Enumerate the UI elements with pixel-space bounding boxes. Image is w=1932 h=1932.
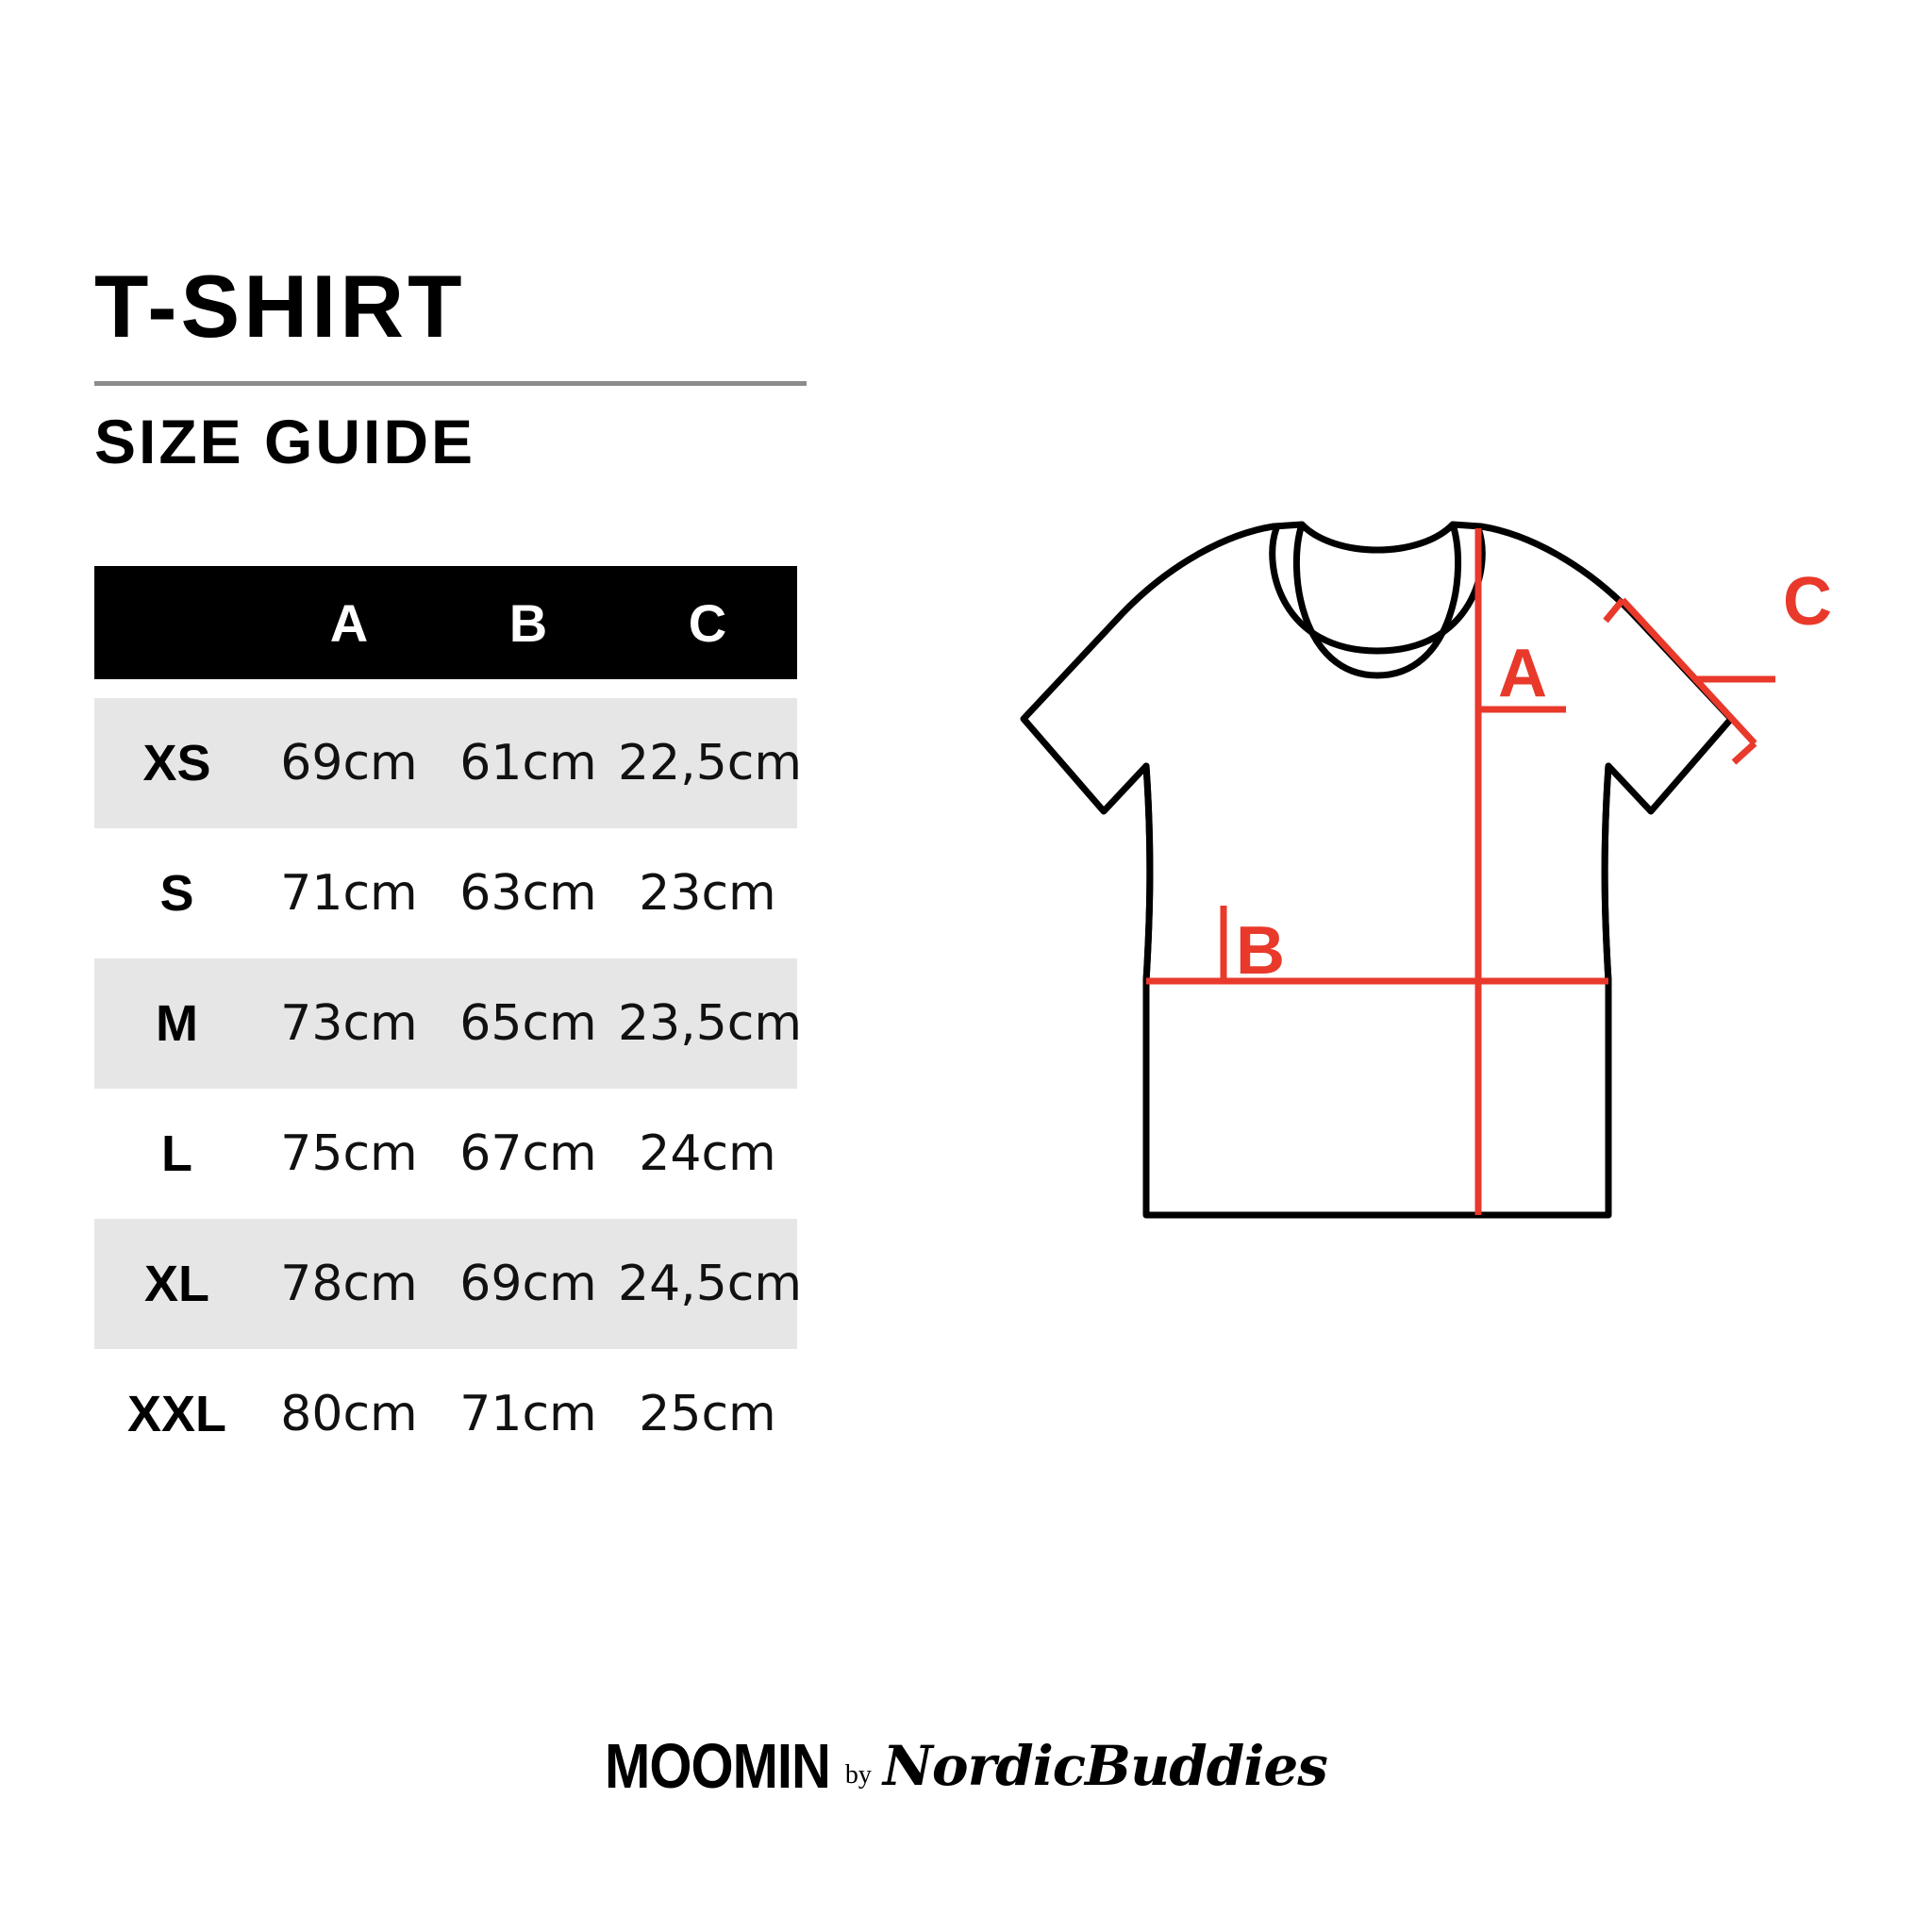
measure-cap-c-end (1731, 741, 1757, 765)
spacer-cell (439, 679, 618, 698)
moomin-logo: MOOMIN (605, 1730, 831, 1802)
cell-size: XL (143, 1256, 209, 1312)
table-row: XL 78cm 69cm 24,5cm (94, 1219, 803, 1349)
cell-a: 71cm (280, 865, 418, 922)
table-row: XS 69cm 61cm 22,5cm (94, 698, 803, 828)
logo-by-text: by (844, 1760, 872, 1790)
cell-c: 24cm (639, 1125, 776, 1182)
page-title: T-SHIRT (94, 257, 466, 356)
table-header-row: A B C (94, 566, 797, 679)
table-row: S 71cm 63cm 23cm (94, 828, 797, 958)
label-b: B (1236, 913, 1285, 989)
cell-a: 73cm (280, 995, 418, 1052)
cell-size: S (159, 865, 194, 922)
measure-cap-c-start (1603, 597, 1625, 624)
tshirt-svg: A B C (1020, 521, 1832, 1219)
measure-lines (1146, 528, 1775, 1215)
column-header-b: B (508, 592, 548, 653)
cell-b: 69cm (459, 1256, 597, 1312)
spacer-cell (94, 679, 259, 698)
label-a: A (1498, 636, 1547, 711)
column-header-c: C (688, 592, 727, 653)
title-divider (94, 381, 807, 386)
cell-c: 23cm (639, 865, 776, 922)
table-header: A B C (94, 566, 797, 679)
table-spacer (94, 679, 797, 698)
label-c: C (1783, 564, 1832, 640)
cell-size: XXL (126, 1386, 227, 1442)
page-subtitle: SIZE GUIDE (94, 407, 476, 476)
cell-a: 75cm (280, 1125, 418, 1182)
table-row: XXL 80cm 71cm 25cm (94, 1349, 797, 1479)
cell-c: 24,5cm (618, 1256, 803, 1312)
cell-a: 69cm (280, 735, 418, 791)
spacer-cell (618, 679, 797, 698)
cell-a: 80cm (280, 1386, 418, 1442)
title-block: T-SHIRT SIZE GUIDE (94, 262, 811, 473)
cell-b: 63cm (459, 865, 597, 922)
column-header-a: A (329, 592, 369, 653)
table-row: L 75cm 67cm 24cm (94, 1089, 797, 1219)
spacer-cell (259, 679, 439, 698)
cell-size: XS (142, 735, 211, 791)
cell-size: L (161, 1125, 192, 1182)
footer-brand-lockup: MOOMIN by NordicBuddies (0, 1731, 1932, 1802)
column-header-size (94, 566, 259, 679)
cell-c: 25cm (639, 1386, 776, 1442)
cell-c: 22,5cm (618, 735, 803, 791)
cell-b: 71cm (459, 1386, 597, 1442)
size-table: A B C XS 69cm 61cm 22,5cm S 71cm 63cm (94, 566, 803, 1479)
cell-a: 78cm (280, 1256, 418, 1312)
tshirt-diagram: A B C (906, 509, 1868, 1264)
cell-b: 61cm (459, 735, 597, 791)
tshirt-outline (1020, 521, 1735, 1219)
cell-b: 65cm (459, 995, 597, 1052)
table-row: M 73cm 65cm 23,5cm (94, 958, 803, 1089)
cell-size: M (156, 995, 198, 1052)
cell-c: 23,5cm (618, 995, 803, 1052)
nordic-buddies-logo: NordicBuddies (882, 1734, 1328, 1798)
table-body: XS 69cm 61cm 22,5cm S 71cm 63cm 23cm M 7… (94, 679, 803, 1479)
measure-line-c (1620, 597, 1757, 746)
cell-b: 67cm (459, 1125, 597, 1182)
